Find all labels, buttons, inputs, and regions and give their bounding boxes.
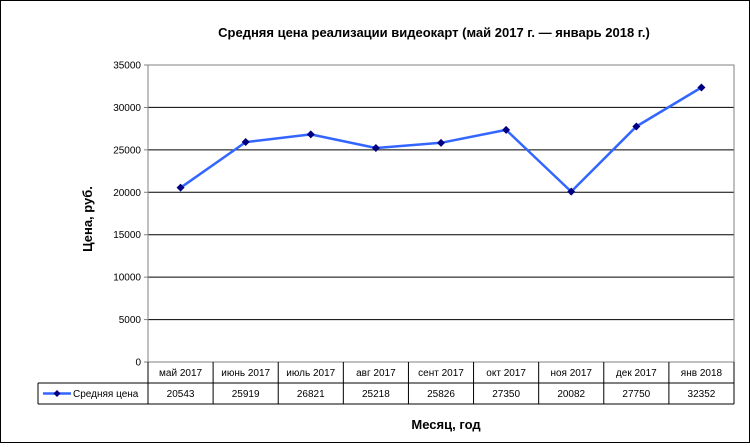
data-point — [632, 122, 641, 131]
data-label: 20543 — [167, 389, 195, 400]
x-category-label: июнь 2017 — [221, 368, 270, 379]
x-category-label: дек 2017 — [616, 368, 657, 379]
data-label: 32352 — [688, 389, 716, 400]
data-point — [437, 138, 445, 147]
y-axis-ticks: 0 5000 10000 15000 20000 25000 30000 35000 — [113, 61, 148, 369]
data-label: 25218 — [362, 389, 390, 400]
chart-title: Средняя цена реализации видеокарт (май 2… — [218, 25, 650, 40]
data-point — [176, 183, 185, 192]
x-axis-title: Месяц, год — [411, 417, 481, 432]
x-category-label: окт 2017 — [486, 368, 526, 379]
x-category-label: июль 2017 — [286, 368, 335, 379]
series-group — [176, 83, 706, 196]
x-category-label: авг 2017 — [356, 368, 396, 379]
data-point — [241, 138, 250, 147]
data-label: 20082 — [557, 389, 585, 400]
data-label: 27750 — [622, 389, 650, 400]
plot-area — [147, 64, 735, 363]
data-label: 27350 — [492, 389, 520, 400]
x-category-label: янв 2018 — [681, 368, 723, 379]
y-tick-label: 10000 — [113, 273, 141, 284]
legend-label: Средняя цена — [73, 389, 139, 400]
y-tick-label: 35000 — [113, 61, 141, 72]
y-tick-label: 5000 — [119, 315, 142, 326]
gridlines — [148, 64, 734, 321]
data-point — [697, 83, 706, 92]
data-table: май 2017 20543 июнь 2017 25919 июль 2017 2682… — [37, 362, 735, 405]
y-tick-label: 25000 — [113, 145, 141, 156]
x-category-label: май 2017 — [159, 368, 202, 379]
x-category-label: сент 2017 — [418, 368, 464, 379]
y-tick-label: 0 — [135, 358, 141, 369]
y-tick-label: 15000 — [113, 230, 141, 241]
y-tick-label: 30000 — [113, 103, 141, 114]
data-point — [502, 125, 511, 134]
x-category-label: ноя 2017 — [550, 368, 592, 379]
data-point — [567, 187, 576, 196]
y-axis-title: Цена, руб. — [80, 186, 95, 252]
data-label: 25919 — [232, 389, 260, 400]
y-tick-label: 20000 — [113, 188, 141, 199]
data-point — [371, 144, 380, 153]
data-label: 26821 — [297, 389, 325, 400]
data-point — [306, 130, 315, 139]
legend-marker — [53, 390, 61, 397]
data-label: 25826 — [427, 389, 455, 400]
